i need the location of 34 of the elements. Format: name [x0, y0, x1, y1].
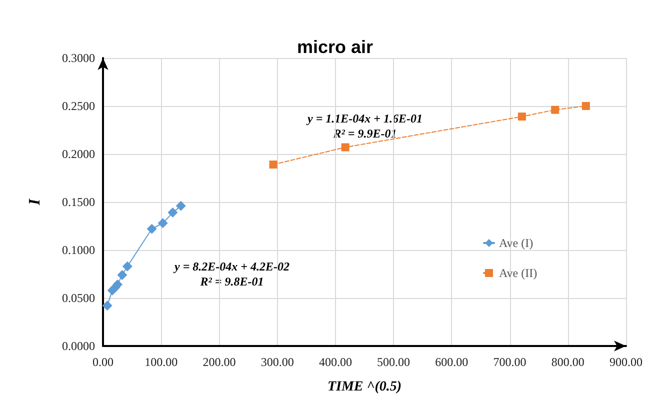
y-tick-label: 0.0500: [62, 291, 95, 305]
y-tick-label: 0.1000: [62, 243, 95, 257]
y-tick-label: 0.2500: [62, 99, 95, 113]
point: [146, 224, 157, 234]
y-tick-label: 0.2000: [62, 147, 95, 161]
legend-label: Ave (I): [499, 236, 534, 250]
point: [122, 261, 132, 272]
point: [168, 208, 178, 218]
y-tick-label: 0.0000: [62, 339, 95, 353]
x-tick-label: 900.00: [610, 355, 642, 369]
point: [158, 218, 168, 228]
point: [341, 143, 350, 152]
point: [269, 160, 278, 169]
x-tick-label: 500.00: [377, 355, 410, 369]
legend-label: Ave (II): [499, 266, 538, 280]
point: [117, 270, 128, 280]
point: [518, 112, 526, 121]
x-tick-label: 0.00: [92, 355, 114, 369]
chart-title: micro air: [296, 37, 374, 57]
y-axis-title: I: [26, 198, 44, 206]
x-tick-label: 700.00: [493, 355, 526, 369]
point: [551, 106, 560, 114]
x-tick-label: 300.00: [260, 355, 294, 369]
x-tick-label: 400.00: [318, 355, 352, 369]
x-tick-label: 800.00: [551, 355, 584, 369]
point: [102, 300, 112, 311]
point: [582, 102, 590, 110]
y-tick-label: 0.1500: [62, 195, 95, 209]
x-tick-label: 200.00: [202, 355, 236, 369]
x-tick-label: 600.00: [435, 355, 468, 369]
x-tick-label: 100.00: [144, 355, 178, 369]
y-tick-label: 0.3000: [62, 51, 95, 65]
point: [176, 200, 186, 211]
x-axis-title: TIME ^(0.5): [327, 380, 402, 394]
